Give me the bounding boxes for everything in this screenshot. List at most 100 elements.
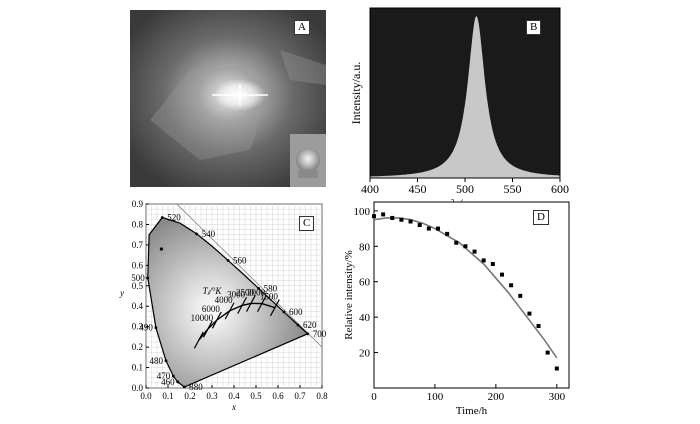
x-tick-label: 600 [551, 182, 569, 196]
panel-b-label: B [526, 20, 542, 35]
isotemperature-line [269, 299, 280, 317]
data-point [463, 244, 468, 249]
data-point [481, 258, 486, 263]
wavelength-marker [296, 323, 300, 327]
x-tick-label: 0.4 [228, 391, 240, 401]
x-tick-label: 0 [371, 391, 377, 403]
isotemperature-line [237, 296, 248, 314]
y-tick-label: 0.3 [132, 322, 144, 332]
data-point [499, 272, 504, 277]
y-tick-label: 40 [359, 312, 371, 324]
chart-b: 400450500550600λ / nmIntensity/a.u. [349, 7, 569, 210]
x-tick-label: 300 [549, 391, 566, 403]
diagonal-line [176, 203, 323, 348]
x-tick-label: 200 [488, 391, 505, 403]
panel-d-label: D [533, 210, 549, 225]
wavelength-marker [306, 332, 310, 336]
panel-c: 520 540 560 580 600 620 700 500 490 480 470 460 380 1… [112, 198, 336, 412]
isotemperature-line [257, 295, 267, 313]
temperature-label: 2500 [236, 287, 255, 297]
spectrum-area [370, 16, 560, 178]
y-tick-label: 60 [359, 277, 371, 289]
y-tick-label: 0.2 [132, 342, 143, 352]
led-device [296, 148, 320, 172]
data-point [518, 293, 523, 298]
isotemperature-line [246, 294, 256, 312]
y-axis-label: y [119, 288, 124, 298]
y-tick-label: 0.0 [132, 383, 144, 393]
wavelength-label: 540 [202, 229, 216, 239]
wavelength-marker [176, 380, 180, 384]
wavelength-label: 480 [150, 356, 164, 366]
wavelength-label: 560 [233, 255, 247, 265]
wavelength-label: 380 [189, 382, 203, 392]
data-point [509, 283, 514, 288]
plot-frame [373, 201, 570, 389]
wavelength-marker [195, 232, 198, 236]
panel-b: 400450500550600λ / nmIntensity/a.u. B [340, 0, 570, 210]
temperature-label: 6000 [202, 304, 221, 314]
x-tick-label: 0.3 [206, 391, 218, 401]
temperature-label: 1500 [260, 292, 279, 302]
x-tick-label: 0.6 [272, 391, 284, 401]
y-tick-label: 0.5 [132, 281, 144, 291]
data-point [426, 226, 431, 231]
temperature-title: Tⱼ/°K [203, 286, 223, 296]
chart-d: 0 100 200 300 20 40 60 80 100 Time/h Relative inte… [343, 201, 570, 417]
x-axis-label: Time/h [456, 405, 488, 417]
y-tick-label: 0.4 [132, 301, 144, 311]
data-point [445, 231, 450, 236]
x-tick-label: 0.8 [316, 391, 328, 401]
light-ray [280, 50, 326, 85]
y-tick-label: 80 [359, 241, 371, 253]
data-point [417, 223, 422, 228]
isotemperature-line [224, 302, 235, 320]
isotemperature-line [211, 311, 222, 329]
data-point [527, 311, 532, 316]
wavelength-label: 520 [167, 212, 181, 222]
y-tick-label: 0.7 [132, 240, 144, 250]
chromaticity-point [159, 247, 163, 251]
led-base [298, 170, 318, 178]
x-tick-label: 500 [456, 182, 474, 196]
x-tick-label: 0.1 [162, 391, 173, 401]
x-tick-label: 0.5 [250, 391, 262, 401]
x-tick-label: 450 [409, 182, 427, 196]
temperature-label: 10000 [191, 313, 214, 323]
wavelength-marker [182, 385, 186, 389]
data-point [381, 212, 386, 217]
wavelength-marker [282, 310, 286, 314]
panel-a-photo [130, 10, 326, 187]
emission-flare [212, 84, 268, 106]
y-tick-label: 0.6 [132, 260, 144, 270]
data-point [399, 217, 404, 222]
wavelength-marker [154, 326, 158, 330]
data-point [372, 214, 376, 219]
x-tick-label: 550 [504, 182, 522, 196]
data-point [536, 324, 541, 328]
wavelength-label: 470 [157, 371, 171, 381]
wavelength-marker [226, 259, 230, 262]
y-tick-label: 100 [354, 206, 371, 218]
panel-d: 0 100 200 300 20 40 60 80 100 Time/h Relative inte… [340, 196, 580, 418]
data-point [390, 215, 395, 220]
wavelength-marker [164, 359, 168, 363]
x-tick-label: 0.2 [184, 391, 195, 401]
y-tick-label: 0.8 [132, 219, 144, 229]
isotemperature-line [193, 331, 204, 349]
wavelength-label: 580 [264, 283, 278, 293]
x-axis-label: x [231, 402, 236, 412]
wavelength-marker [257, 287, 261, 290]
wavelength-label: 600 [289, 307, 303, 317]
temperature-label: 3000 [227, 289, 246, 299]
wavelength-label: 700 [313, 329, 327, 339]
wavelength-label: 620 [303, 320, 317, 330]
isotemperature-line [202, 320, 213, 338]
data-point [554, 366, 559, 371]
wavelength-marker [171, 374, 175, 378]
data-point [472, 249, 477, 254]
data-point [545, 350, 550, 355]
y-tick-label: 0.1 [132, 363, 143, 373]
y-tick-label: 20 [359, 348, 371, 360]
